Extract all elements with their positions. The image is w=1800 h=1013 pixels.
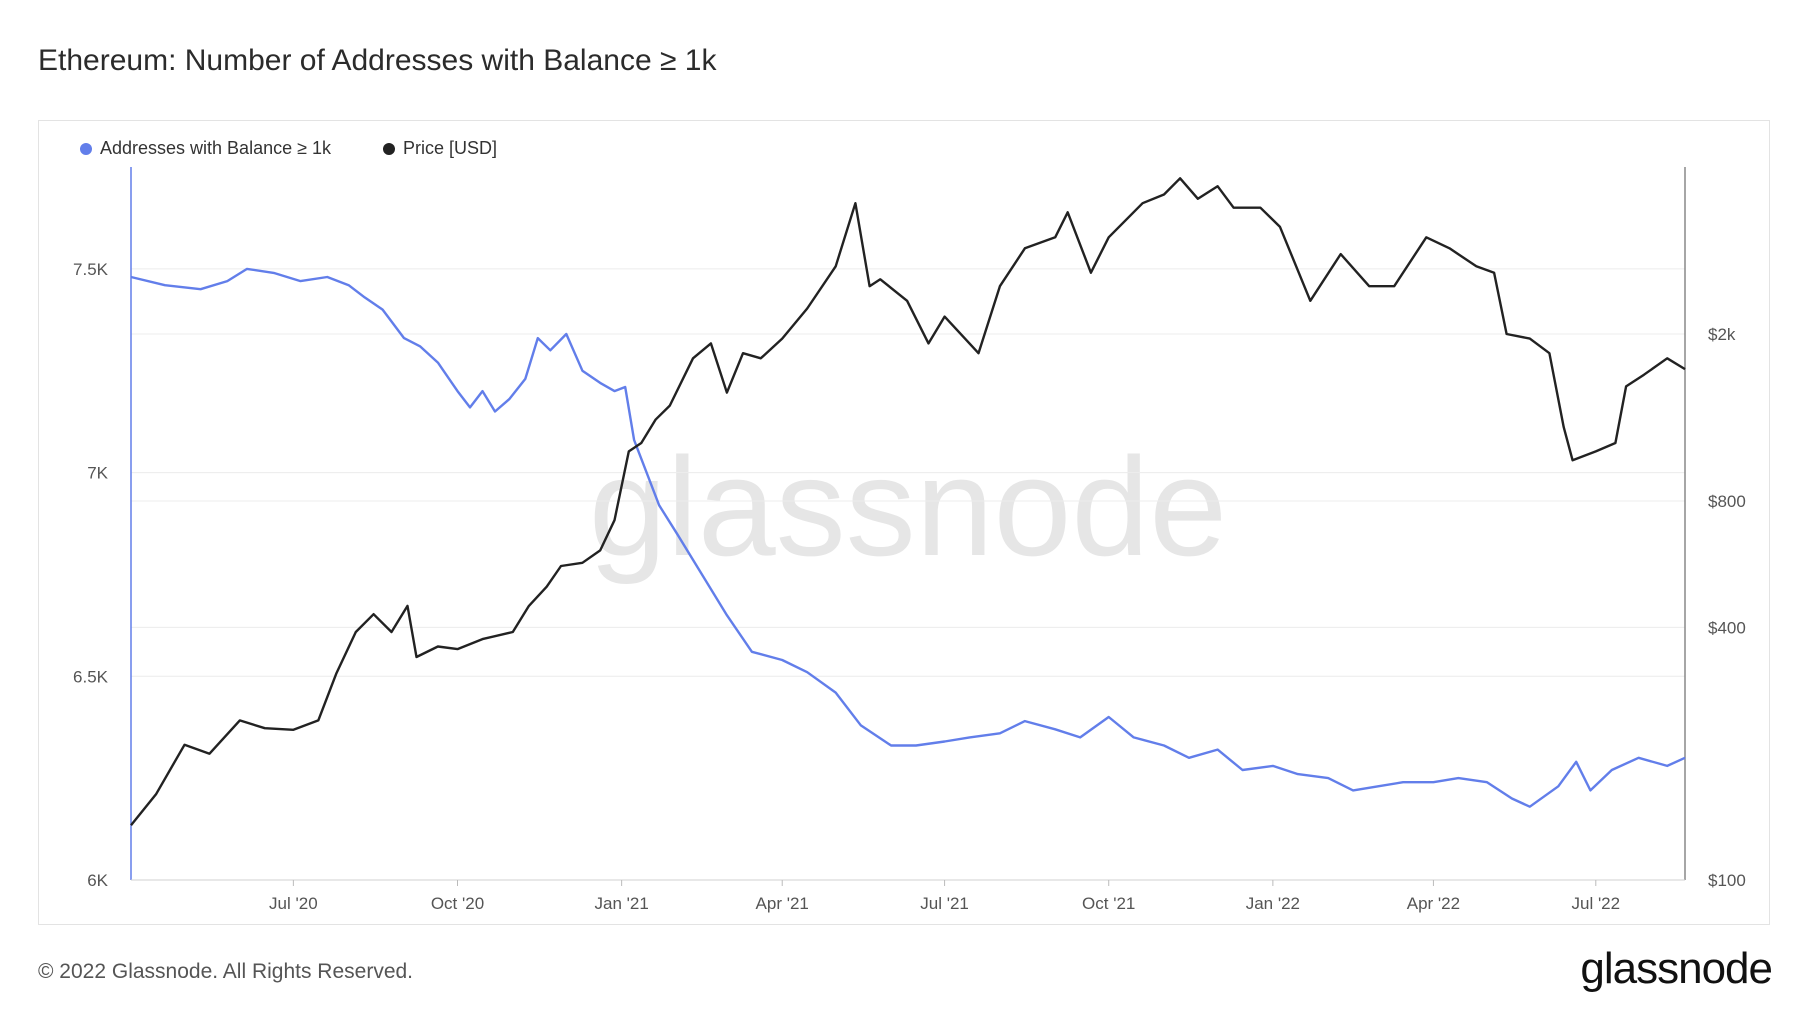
y-left-tick-label: 7.5K <box>73 260 109 279</box>
series-line-price <box>130 177 1686 827</box>
y-right-tick-label: $100 <box>1708 871 1746 890</box>
y-right-tick-label: $400 <box>1708 618 1746 637</box>
copyright-footer: © 2022 Glassnode. All Rights Reserved. <box>38 960 414 983</box>
legend-dot-addresses <box>80 142 92 155</box>
legend-label-price: Price [USD] <box>403 138 498 158</box>
x-tick-label: Apr '21 <box>756 894 809 913</box>
chart-title: Ethereum: Number of Addresses with Balan… <box>38 44 717 77</box>
y-left-tick-label: 6.5K <box>73 667 109 686</box>
y-left-tick-label: 6K <box>87 871 108 890</box>
legend-dot-price <box>383 142 395 155</box>
x-tick-label: Jul '20 <box>269 894 318 913</box>
x-tick-label: Jan '21 <box>594 894 648 913</box>
y-left-tick-label: 7K <box>87 464 108 483</box>
y-right-tick-label: $2k <box>1708 325 1736 344</box>
x-tick-label: Oct '20 <box>431 894 484 913</box>
x-tick-label: Jan '22 <box>1246 894 1300 913</box>
legend-item-addresses[interactable]: Addresses with Balance ≥ 1k <box>80 138 331 159</box>
legend-item-price[interactable]: Price [USD] <box>383 138 497 159</box>
brand-logo[interactable]: glassnode <box>1580 944 1773 993</box>
chart-panel <box>38 120 1770 925</box>
watermark-text: glassnode <box>589 428 1227 585</box>
legend-label-addresses: Addresses with Balance ≥ 1k <box>100 138 331 158</box>
x-tick-label: Jul '22 <box>1571 894 1620 913</box>
series-line-addresses <box>130 267 1686 808</box>
x-tick-label: Apr '22 <box>1407 894 1460 913</box>
legend: Addresses with Balance ≥ 1k Price [USD] <box>80 138 497 159</box>
x-tick-label: Oct '21 <box>1082 894 1135 913</box>
x-tick-label: Jul '21 <box>920 894 969 913</box>
y-right-tick-label: $800 <box>1708 492 1746 511</box>
